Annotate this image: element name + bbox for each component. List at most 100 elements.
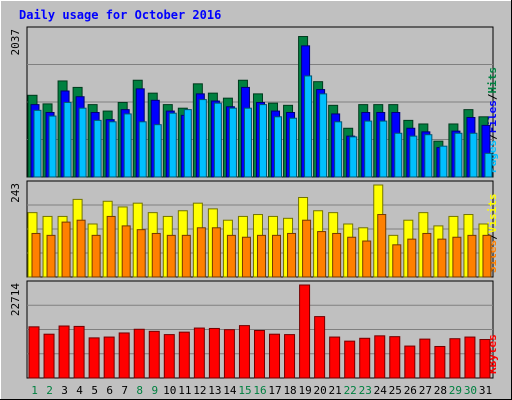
bar-pages-day-24 <box>379 120 388 178</box>
bar-sites-day-15 <box>241 236 251 278</box>
bar-sites-day-31 <box>482 234 492 278</box>
day-label-29: 29 <box>449 384 462 397</box>
bar-kbytes-day-28 <box>434 345 446 379</box>
day-label-11: 11 <box>178 384 191 397</box>
bar-pages-day-5 <box>93 119 102 178</box>
bar-kbytes-day-9 <box>148 330 160 379</box>
day-label-30: 30 <box>464 384 477 397</box>
bar-pages-day-25 <box>394 132 403 178</box>
bar-kbytes-day-12 <box>193 327 205 379</box>
day-label-24: 24 <box>374 384 388 397</box>
day-label-28: 28 <box>434 384 447 397</box>
bar-kbytes-day-4 <box>73 325 85 379</box>
bar-pages-day-23 <box>364 120 373 178</box>
bar-pages-day-17 <box>274 116 283 178</box>
bar-pages-day-19 <box>304 75 313 178</box>
day-label-5: 5 <box>91 384 98 397</box>
axis-label-part: / <box>486 233 499 240</box>
day-label-25: 25 <box>389 384 402 397</box>
bar-sites-day-25 <box>392 244 402 278</box>
bar-sites-day-28 <box>437 238 447 278</box>
bar-pages-day-9 <box>153 124 162 178</box>
bar-pages-day-29 <box>454 132 463 178</box>
day-label-23: 23 <box>359 384 372 397</box>
day-label-21: 21 <box>329 384 342 397</box>
bar-kbytes-day-20 <box>314 316 326 379</box>
bar-sites-day-10 <box>166 234 176 278</box>
bar-sites-day-24 <box>377 214 387 278</box>
bar-kbytes-day-27 <box>419 338 431 379</box>
bar-pages-day-13 <box>213 102 222 178</box>
bar-pages-day-6 <box>108 121 117 178</box>
bar-pages-day-15 <box>243 107 252 178</box>
day-label-4: 4 <box>76 384 83 397</box>
day-label-6: 6 <box>106 384 113 397</box>
day-label-10: 10 <box>163 384 176 397</box>
bar-kbytes-day-24 <box>374 335 386 379</box>
bar-kbytes-day-6 <box>103 336 115 379</box>
bar-sites-day-27 <box>422 232 432 278</box>
bar-pages-day-21 <box>334 121 343 178</box>
bar-sites-day-12 <box>196 227 206 278</box>
bar-sites-day-29 <box>452 236 462 278</box>
bar-kbytes-day-2 <box>43 333 55 379</box>
bar-sites-day-13 <box>211 227 221 278</box>
bar-sites-day-22 <box>347 236 357 278</box>
day-label-9: 9 <box>151 384 158 397</box>
bar-pages-day-8 <box>138 121 147 178</box>
panel-top-ymax: 2037 <box>9 29 22 56</box>
bar-sites-day-9 <box>151 232 161 278</box>
bar-kbytes-day-11 <box>178 331 190 379</box>
bar-pages-day-27 <box>424 134 433 178</box>
bar-sites-day-18 <box>287 232 297 278</box>
bar-sites-day-26 <box>407 238 417 278</box>
bar-kbytes-day-17 <box>269 333 281 379</box>
day-label-2: 2 <box>46 384 53 397</box>
bar-sites-day-6 <box>106 215 116 278</box>
bar-kbytes-day-3 <box>58 325 70 379</box>
day-label-13: 13 <box>208 384 221 397</box>
bar-sites-day-8 <box>136 229 146 278</box>
day-label-8: 8 <box>136 384 143 397</box>
day-label-17: 17 <box>268 384 281 397</box>
axis-label-part: Visits <box>486 194 499 234</box>
bar-pages-day-30 <box>469 132 478 178</box>
bar-kbytes-day-10 <box>163 334 175 379</box>
bar-pages-day-2 <box>48 115 57 178</box>
bar-pages-day-11 <box>183 109 192 178</box>
bar-kbytes-day-30 <box>464 336 476 379</box>
day-label-14: 14 <box>223 384 237 397</box>
bar-sites-day-4 <box>76 219 86 278</box>
axis-label-part: / <box>486 133 499 140</box>
bar-kbytes-day-16 <box>253 330 265 379</box>
bar-pages-day-10 <box>168 112 177 178</box>
day-label-20: 20 <box>314 384 327 397</box>
bar-pages-day-18 <box>289 117 298 178</box>
bar-sites-day-5 <box>91 234 101 278</box>
bar-kbytes-day-8 <box>133 328 145 379</box>
bar-sites-day-23 <box>362 240 372 278</box>
axis-label-part: / <box>486 93 499 100</box>
bar-kbytes-day-23 <box>359 337 371 379</box>
bar-pages-day-4 <box>78 107 87 178</box>
day-label-3: 3 <box>61 384 68 397</box>
chart-title: Daily usage for October 2016 <box>19 8 221 22</box>
bar-kbytes-day-14 <box>223 329 235 379</box>
bar-kbytes-day-29 <box>449 338 461 379</box>
bar-kbytes-day-26 <box>404 345 416 379</box>
bar-sites-day-30 <box>467 234 477 278</box>
bar-sites-day-16 <box>256 234 266 278</box>
bar-sites-day-14 <box>226 234 236 278</box>
bar-pages-day-3 <box>63 101 72 178</box>
bar-sites-day-20 <box>317 231 327 278</box>
bar-pages-day-22 <box>349 136 358 178</box>
bar-kbytes-day-18 <box>284 334 296 379</box>
bar-sites-day-2 <box>46 234 56 278</box>
day-label-22: 22 <box>344 384 357 397</box>
bar-kbytes-day-1 <box>28 326 40 379</box>
bar-pages-day-1 <box>33 109 42 178</box>
bar-sites-day-21 <box>332 232 342 278</box>
